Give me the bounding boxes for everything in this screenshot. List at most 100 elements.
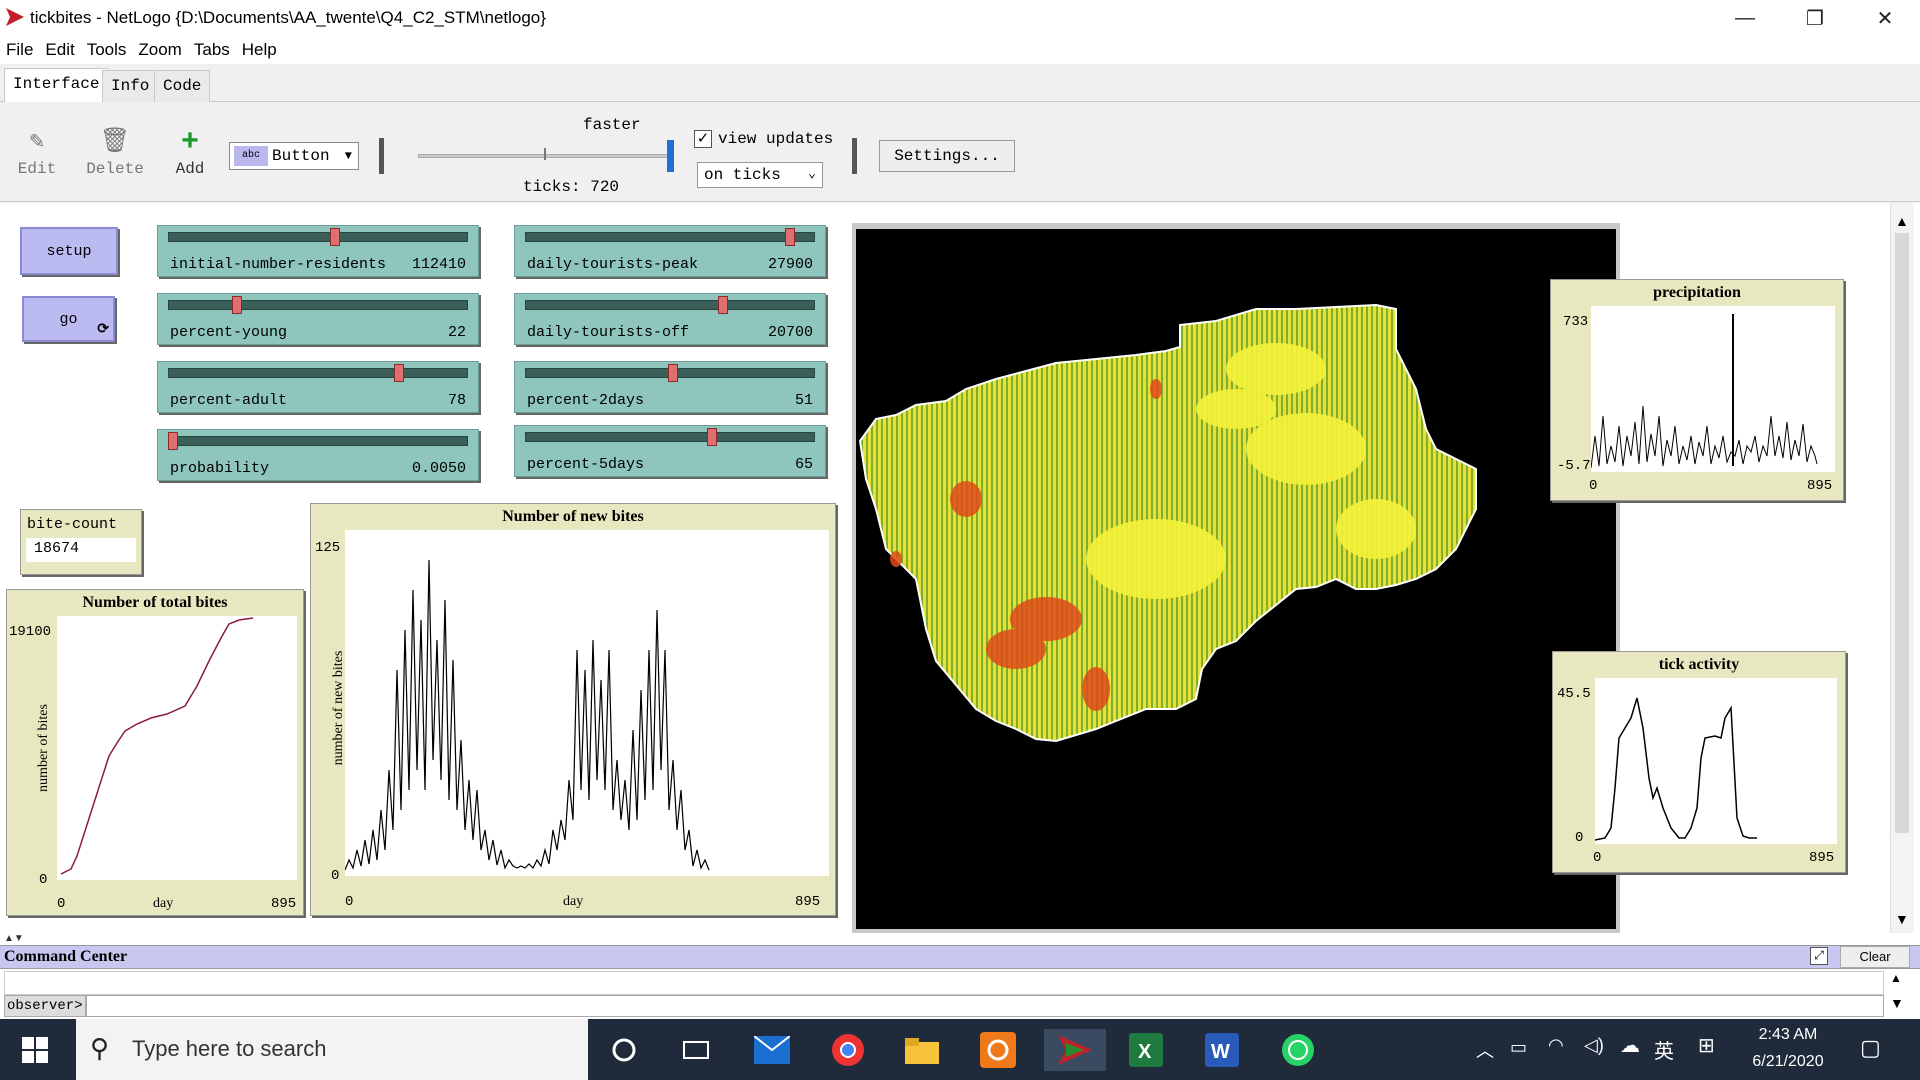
separator: [852, 138, 857, 174]
edit-tool[interactable]: ✎ Edit: [2, 126, 72, 178]
widget-type-select[interactable]: abc Button ▼: [229, 142, 359, 170]
slider-daily-tourists-peak[interactable]: daily-tourists-peak 27900: [514, 225, 826, 277]
interface-scrollbar[interactable]: ▲ ▼: [1890, 203, 1914, 933]
clock-date[interactable]: 6/21/2020: [1752, 1053, 1824, 1070]
svg-text:W: W: [1211, 1041, 1230, 1063]
go-button[interactable]: go ⟳: [22, 296, 115, 342]
plot-precipitation: precipitation 733 -5.7 0 895: [1550, 279, 1844, 501]
tab-code[interactable]: Code: [154, 70, 211, 102]
window-title: tickbites - NetLogo {D:\Documents\AA_twe…: [30, 8, 546, 27]
trash-icon: 🗑: [99, 129, 131, 156]
slider-percent-adult[interactable]: percent-adult 78: [157, 361, 479, 413]
settings-button[interactable]: Settings...: [879, 140, 1015, 172]
observer-select[interactable]: observer>: [4, 995, 86, 1017]
slider-percent-5days[interactable]: percent-5days 65: [514, 425, 826, 477]
wifi-icon[interactable]: ◠: [1548, 1035, 1564, 1055]
slider-daily-tourists-off[interactable]: daily-tourists-off 20700: [514, 293, 826, 345]
slider-initial-number-residents[interactable]: initial-number-residents 112410: [157, 225, 479, 277]
scroll-up-icon[interactable]: ▲: [1895, 213, 1909, 229]
scroll-down-icon[interactable]: ▼: [1895, 911, 1909, 927]
slider-knob[interactable]: [168, 432, 178, 450]
menu-bar: File Edit Tools Zoom Tabs Help: [0, 36, 1920, 64]
scrollbar-thumb[interactable]: [1895, 233, 1909, 833]
menu-tabs[interactable]: Tabs: [193, 40, 230, 59]
command-input[interactable]: [86, 995, 1884, 1017]
excel-icon[interactable]: X: [1118, 1029, 1174, 1071]
title-bar: tickbites - NetLogo {D:\Documents\AA_twe…: [0, 0, 1920, 36]
splitter-arrows-icon[interactable]: ▲▼: [4, 933, 24, 944]
slider-knob[interactable]: [718, 296, 729, 314]
chrome-icon[interactable]: [820, 1029, 876, 1071]
world-view[interactable]: [856, 229, 1616, 929]
update-mode-select[interactable]: on ticks ⌄: [697, 162, 823, 188]
x-max-label: 895: [1807, 478, 1833, 494]
monitor-value: 18674: [26, 538, 136, 562]
slider-knob[interactable]: [785, 228, 796, 246]
y-min-label: 0: [331, 868, 340, 884]
x-min-label: 0: [57, 896, 66, 912]
mail-icon[interactable]: [744, 1029, 800, 1071]
battery-icon[interactable]: ▭: [1510, 1037, 1528, 1057]
clear-button[interactable]: Clear: [1840, 946, 1910, 968]
plot-title: Number of total bites: [82, 594, 228, 611]
speed-slider[interactable]: [418, 154, 668, 158]
close-button[interactable]: ✕: [1876, 7, 1894, 30]
y-max-label: 19100: [9, 624, 52, 640]
slider-knob[interactable]: [231, 296, 242, 314]
menu-tools[interactable]: Tools: [86, 40, 127, 59]
tab-interface[interactable]: Interface: [4, 68, 109, 103]
x-axis-label: day: [563, 894, 584, 909]
slider-knob[interactable]: [707, 428, 717, 446]
y-max-label: 45.5: [1557, 686, 1591, 702]
ime-layout-icon[interactable]: ⊞: [1698, 1035, 1715, 1057]
tab-info[interactable]: Info: [102, 70, 159, 102]
slider-knob[interactable]: [394, 364, 405, 382]
slider-percent-2days[interactable]: percent-2days 51: [514, 361, 826, 413]
volume-icon[interactable]: ◁): [1584, 1035, 1604, 1055]
file-explorer-icon[interactable]: [894, 1029, 950, 1071]
ime-mode-indicator[interactable]: 英: [1654, 1041, 1674, 1063]
menu-zoom[interactable]: Zoom: [138, 40, 182, 59]
command-output: [4, 971, 1884, 995]
forever-loop-icon: ⟳: [97, 322, 109, 338]
slider-track: [525, 300, 815, 310]
whatsapp-icon[interactable]: [1270, 1029, 1326, 1071]
slider-knob[interactable]: [667, 364, 678, 382]
slider-percent-young[interactable]: percent-young 22: [157, 293, 479, 345]
slider-probability[interactable]: probability 0.0050: [157, 429, 479, 481]
netlogo-logo-icon: [6, 8, 24, 26]
pdf-app-icon[interactable]: [970, 1029, 1026, 1071]
task-view-icon[interactable]: [668, 1029, 724, 1071]
cortana-icon[interactable]: [596, 1029, 652, 1071]
expand-icon[interactable]: ⤢: [1810, 947, 1828, 965]
windows-start-icon[interactable]: [22, 1037, 48, 1068]
add-tool[interactable]: + Add: [155, 126, 225, 178]
minimize-button[interactable]: —: [1735, 6, 1755, 29]
delete-tool[interactable]: 🗑 Delete: [80, 126, 150, 178]
plot-tick-activity: tick activity 45.5 0 0 895: [1552, 651, 1846, 873]
setup-button[interactable]: setup: [20, 227, 118, 275]
plot-canvas: [344, 530, 829, 876]
new-bites-line: [344, 559, 710, 871]
word-icon[interactable]: W: [1194, 1029, 1250, 1071]
menu-edit[interactable]: Edit: [45, 40, 75, 59]
precipitation-line: [1590, 405, 1818, 469]
menu-help[interactable]: Help: [241, 40, 277, 59]
view-updates-checkbox[interactable]: ✓: [694, 130, 712, 148]
restore-button[interactable]: ❐: [1806, 7, 1824, 30]
menu-file[interactable]: File: [6, 40, 34, 59]
output-scroll-icon[interactable]: ▲: [1890, 971, 1902, 985]
red-patches: [890, 379, 1162, 711]
speed-slider-thumb[interactable]: [667, 140, 674, 172]
cloud-icon[interactable]: ☁: [1620, 1035, 1640, 1057]
slider-knob[interactable]: [330, 228, 341, 246]
slider-track: [525, 232, 815, 242]
netlogo-taskbar-icon[interactable]: [1044, 1029, 1106, 1071]
svg-text:X: X: [1138, 1041, 1152, 1063]
interface-panel: setup go ⟳ initial-number-residents 1124…: [0, 203, 1920, 933]
clock-time[interactable]: 2:43 AM: [1758, 1026, 1818, 1043]
show-hidden-icons[interactable]: ︿: [1476, 1041, 1494, 1061]
taskbar-search[interactable]: ⚲ Type here to search: [76, 1019, 588, 1080]
history-dropdown-icon[interactable]: ▼: [1890, 995, 1904, 1011]
notifications-icon[interactable]: ▢: [1860, 1035, 1881, 1060]
